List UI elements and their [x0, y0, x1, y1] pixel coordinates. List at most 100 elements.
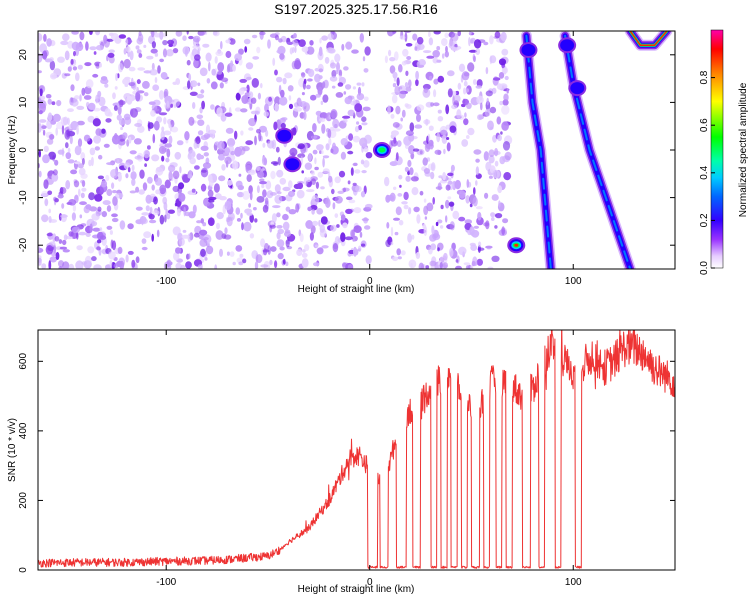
noise-speck — [426, 55, 435, 59]
noise-speck — [170, 103, 174, 108]
noise-speck — [477, 211, 482, 221]
noise-speck — [181, 234, 190, 239]
noise-speck — [336, 224, 340, 228]
noise-speck — [494, 160, 499, 167]
noise-speck — [413, 206, 420, 213]
noise-speck — [58, 260, 64, 268]
noise-speck — [447, 88, 453, 98]
noise-speck — [152, 84, 160, 91]
noise-speck — [115, 192, 124, 199]
noise-speck — [316, 144, 324, 151]
noise-speck — [504, 75, 509, 81]
noise-speck — [451, 46, 459, 52]
noise-speck — [98, 96, 106, 107]
noise-speck — [434, 149, 442, 155]
noise-speck — [330, 148, 334, 154]
noise-speck — [431, 225, 435, 235]
noise-speck — [43, 145, 49, 153]
noise-speck — [297, 153, 306, 158]
noise-speck — [274, 184, 281, 193]
noise-speck — [184, 131, 190, 141]
snr-y-tick-label: 600 — [18, 353, 29, 370]
noise-speck — [309, 40, 314, 46]
noise-speck — [139, 169, 145, 179]
noise-speck — [248, 118, 257, 127]
noise-speck — [428, 31, 431, 38]
noise-speck — [404, 103, 409, 108]
noise-speck — [124, 76, 131, 80]
noise-speck — [309, 232, 314, 241]
noise-speck — [165, 157, 170, 163]
noise-speck — [491, 255, 500, 262]
noise-speck — [177, 182, 185, 190]
noise-speck — [314, 244, 319, 248]
noise-speck — [149, 69, 158, 76]
noise-speck — [396, 140, 402, 148]
noise-speck — [345, 84, 352, 90]
noise-speck — [111, 182, 115, 189]
noise-speck — [85, 101, 90, 108]
noise-speck — [393, 137, 397, 144]
noise-speck — [38, 119, 47, 123]
noise-speck — [424, 216, 428, 220]
noise-speck — [397, 193, 403, 197]
noise-speck — [105, 118, 112, 123]
noise-speck — [61, 124, 65, 135]
chart-title: S197.2025.325.17.56.R16 — [274, 1, 438, 17]
noise-speck — [308, 153, 312, 162]
noise-speck — [211, 68, 216, 76]
noise-speck — [38, 70, 42, 74]
noise-speck — [81, 87, 86, 96]
noise-speck — [274, 260, 278, 269]
noise-speck — [225, 39, 231, 44]
noise-speck — [468, 49, 478, 53]
noise-speck — [97, 206, 102, 212]
noise-speck — [439, 262, 443, 269]
noise-speck — [449, 247, 454, 257]
noise-speck — [390, 226, 394, 237]
noise-speck — [185, 261, 192, 269]
noise-speck — [216, 212, 224, 220]
noise-speck — [230, 150, 236, 156]
noise-speck — [116, 159, 120, 164]
noise-speck — [97, 90, 102, 98]
noise-speck — [341, 43, 345, 51]
noise-speck — [107, 112, 113, 117]
noise-speck — [151, 41, 156, 49]
noise-speck — [423, 168, 430, 174]
noise-speck — [500, 31, 507, 42]
noise-speck — [292, 39, 299, 47]
colorbar-ticks: 0.0 0.2 0.4 0.6 0.8 — [699, 70, 715, 275]
noise-speck — [284, 72, 293, 79]
noise-speck — [347, 150, 354, 155]
noise-speck — [263, 243, 269, 252]
noise-speck — [245, 140, 254, 146]
noise-speck — [221, 164, 226, 171]
noise-speck — [365, 203, 373, 209]
noise-speck — [68, 231, 74, 237]
noise-speck — [214, 264, 218, 269]
noise-speck — [198, 31, 206, 36]
noise-speck — [126, 95, 133, 105]
noise-speck — [242, 190, 250, 200]
noise-speck — [138, 53, 143, 58]
noise-speck — [227, 179, 233, 186]
noise-speck — [182, 229, 187, 233]
noise-speck — [263, 157, 268, 166]
noise-speck — [127, 250, 134, 255]
noise-speck — [360, 191, 366, 198]
noise-speck — [279, 177, 287, 185]
noise-speck — [224, 112, 233, 117]
noise-speck — [304, 244, 310, 252]
noise-speck — [259, 125, 267, 133]
noise-speck — [395, 152, 399, 162]
noise-speck — [91, 256, 97, 262]
noise-speck — [476, 95, 484, 105]
noise-speck — [405, 43, 413, 47]
noise-speck — [466, 135, 470, 139]
noise-speck — [147, 145, 151, 150]
noise-speck — [201, 100, 206, 110]
spectral-arc — [559, 31, 636, 269]
noise-speck — [356, 121, 360, 125]
noise-speck — [135, 45, 140, 50]
